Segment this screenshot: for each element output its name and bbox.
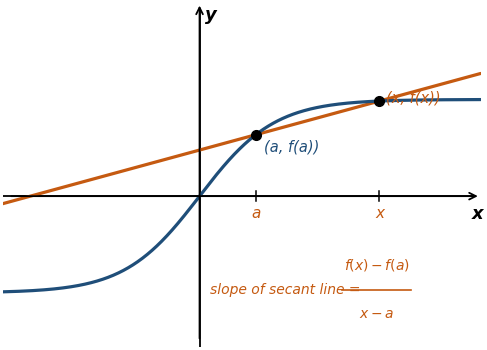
Text: $\mathit{x - a}$: $\mathit{x - a}$: [359, 307, 394, 321]
Text: x: x: [472, 205, 484, 223]
Text: (x, f(x)): (x, f(x)): [386, 91, 441, 105]
Text: $\mathit{f(x) - f(a)}$: $\mathit{f(x) - f(a)}$: [344, 257, 410, 273]
Text: x: x: [375, 206, 384, 222]
Text: (a, f(a)): (a, f(a)): [264, 140, 319, 155]
Text: a: a: [251, 206, 261, 222]
Text: y: y: [205, 6, 217, 24]
Text: slope of secant line =: slope of secant line =: [210, 283, 365, 297]
